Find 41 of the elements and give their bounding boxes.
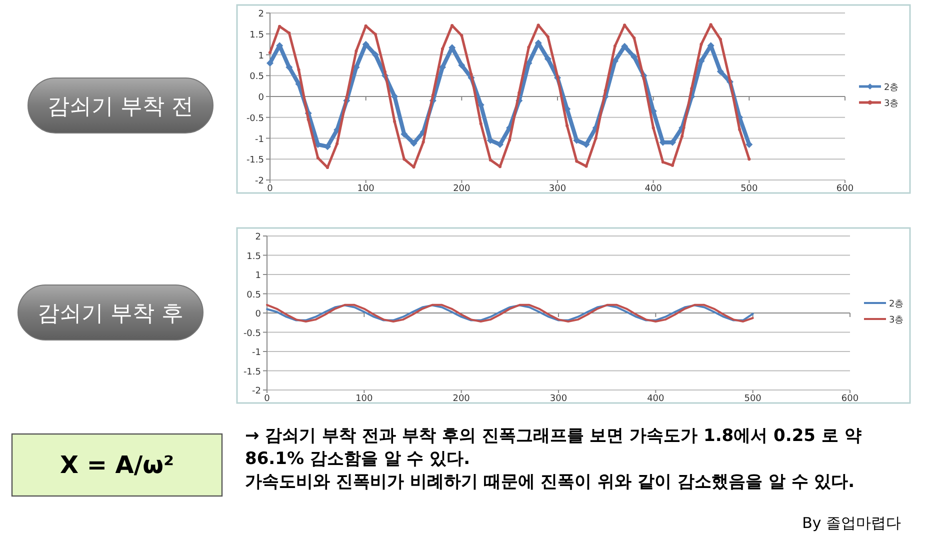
x-tick-label: 500 — [740, 184, 758, 194]
x-tick-label: 500 — [744, 394, 762, 404]
x-tick-label: 100 — [356, 394, 374, 404]
y-tick-label: 2 — [258, 10, 264, 20]
y-tick-label: -1 — [255, 134, 264, 145]
y-tick-label: -1 — [252, 348, 261, 358]
text: 감쇠기 부착 후 — [38, 302, 184, 326]
text: → 감쇠기 부착 전과 부착 후의 진폭그래프를 보면 가속도가 1.8에서 0.25 로 약 86.1% 감소함을 알 수 있다. — [245, 425, 862, 471]
y-tick-label: -2 — [252, 386, 261, 396]
x-tick-label: 300 — [548, 184, 566, 194]
x-tick-label: 200 — [452, 394, 470, 404]
text: 감쇠기 부착 전 — [48, 94, 194, 120]
legend-label: 3층 — [884, 99, 899, 109]
x-tick-label: 0 — [267, 184, 274, 194]
x-tick-label: 300 — [550, 394, 568, 404]
legend-label: 3층 — [889, 316, 904, 326]
y-tick-label: 1.5 — [250, 30, 264, 40]
y-tick-label: -1.5 — [246, 156, 264, 166]
y-tick-label: 1.5 — [246, 252, 261, 262]
y-tick-label: 0.5 — [246, 290, 261, 300]
y-tick-label: 1 — [258, 51, 264, 62]
y-tick-label: 0 — [258, 93, 264, 103]
y-tick-label: -1.5 — [243, 367, 261, 378]
text: 가속도비와 진폭비가 비례하기 때문에 진폭이 위와 같이 감소했음을 알 수 있다. — [245, 471, 856, 494]
text: By 졸업마렵다 — [802, 514, 901, 533]
y-tick-label: -2 — [255, 176, 264, 186]
y-tick-label: -0.5 — [243, 328, 261, 339]
x-tick-label: 400 — [644, 184, 662, 194]
x-tick-label: 400 — [647, 394, 665, 404]
legend-label: 2층 — [889, 300, 904, 310]
y-tick-label: 0 — [255, 310, 262, 320]
legend-label: 2층 — [884, 83, 899, 93]
text: X = A/ω² — [60, 451, 174, 479]
x-tick-label: 600 — [841, 394, 859, 404]
y-tick-label: 2 — [255, 232, 261, 242]
x-tick-label: 100 — [357, 184, 375, 194]
x-tick-label: 600 — [836, 184, 854, 194]
y-tick-label: 0.5 — [250, 72, 264, 82]
x-tick-label: 200 — [453, 184, 471, 194]
y-tick-label: -0.5 — [246, 114, 264, 124]
y-tick-label: 1 — [255, 271, 261, 281]
